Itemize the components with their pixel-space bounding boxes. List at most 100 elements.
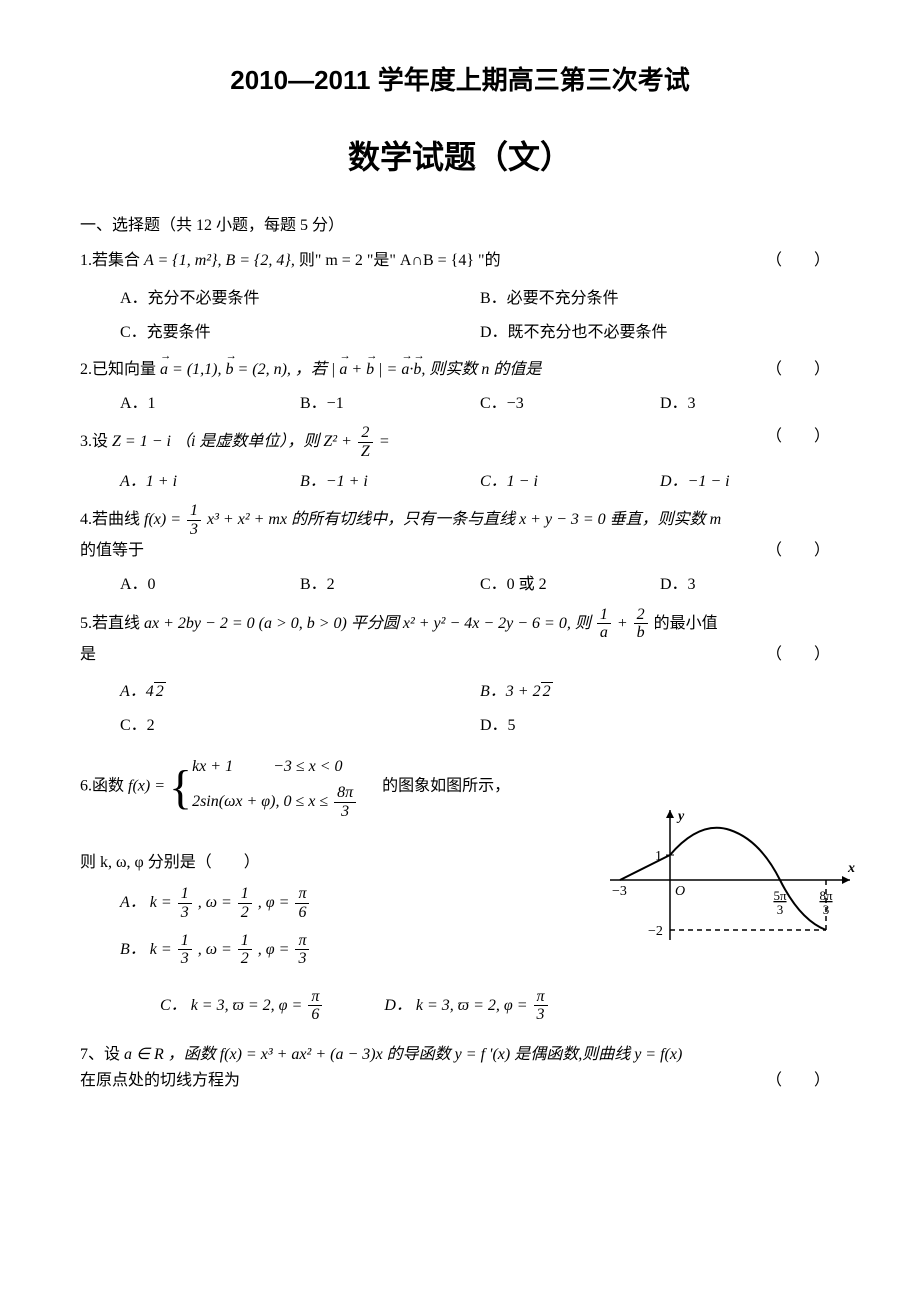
q5-optC: C．2 [120,713,480,739]
x-tick-neg3-label: −3 [612,884,627,899]
page-title-sub: 数学试题（文） [80,132,840,183]
q3-optB: B．−1 + i [300,469,480,495]
y-tick-neg2-label: −2 [648,924,663,939]
q2-options: A．1 B．−1 C．−3 D．3 [120,391,840,417]
question-3: 3.设 Z = 1 − i （i 是虚数单位），则 Z² + 2 Z = （ ） [80,424,840,460]
q1-options: A．充分不必要条件 B．必要不充分条件 C．充要条件 D．既不充分也不必要条件 [120,282,840,349]
q3-body2: = [379,433,390,450]
q6-graph: y x 1 −2 −3 O 5π 3 8π 3 [600,800,860,950]
q2-optA: A．1 [120,391,300,417]
q5-body3: 是 [80,646,96,663]
q6-optC-body: k = 3, ϖ = 2, φ = [191,997,307,1014]
q4-optA: A．0 [120,572,300,598]
q6-optB-pre: B． [120,940,146,957]
q6-line1b: −3 ≤ x < 0 [273,758,342,775]
q6-then: 则 k, ω, φ 分别是（ ） [80,854,260,871]
line-segment [620,855,670,880]
q5-frac2: 2 b [634,606,648,642]
q5-frac2-num: 2 [634,606,648,625]
q6-optC-pre: C． [160,997,187,1014]
q5-paren: （ ） [766,642,830,668]
q1-body1: A = {1, m²}, B = {2, 4}, [144,252,299,269]
f-den: 2 [238,904,252,922]
q1-paren: （ ） [766,248,830,274]
q3-frac-den: Z [358,443,373,461]
q3-frac-num: 2 [358,424,373,443]
q5-frac1: 1 a [597,606,611,642]
q5-options: A．42 B．3 + 22 C．2 D．5 [120,675,840,742]
q6-optA-p: , φ = [258,894,294,911]
question-4: 4.若曲线 f(x) = 1 3 x³ + x² + mx 的所有切线中，只有一… [80,502,840,564]
y-arrow [666,810,674,818]
f-den: 6 [308,1006,322,1024]
f-num: 1 [178,885,192,904]
q4-frac-num: 1 [187,502,201,521]
q5-body1: ax + 2by − 2 = 0 (a > 0, b > 0) 平分圆 x² +… [144,614,595,631]
q7-paren: （ ） [766,1068,830,1094]
q6-line1a: kx + 1 [192,758,233,775]
q4-frac: 1 3 [187,502,201,538]
section-header: 一、选择题（共 12 小题，每题 5 分） [80,213,840,239]
q4-body1: x³ + x² + mx 的所有切线中，只有一条与直线 x + y − 3 = … [207,511,721,528]
q1-optD: D．既不充分也不必要条件 [480,320,840,346]
x-tick-5pi3: 5π 3 [773,888,787,917]
q1-prefix: 1.若集合 [80,252,144,269]
q6-optB-w: , ω = [198,940,236,957]
x-5pi3-den: 3 [777,902,784,917]
q1-optC: C．充要条件 [120,320,480,346]
q6-suffix: 的图象如图所示， [382,778,510,795]
q6-line2-frac: 8π 3 [334,784,356,820]
q4-fx: f(x) = [144,511,185,528]
q5-plus: + [617,614,632,631]
sine-curve [670,828,826,930]
q3-body1: Z = 1 − i （i 是虚数单位），则 Z² + [112,433,356,450]
f-num: π [295,932,309,951]
x-arrow [842,876,850,884]
q7-body2: 在原点处的切线方程为 [80,1072,240,1089]
q2-body: a = (1,1), b = (2, n), ，若 | a + b | = a·… [160,361,541,378]
q5-optD: D．5 [480,713,840,739]
f-den: 3 [534,1006,548,1024]
page-title-main: 2010—2011 学年度上期高三第三次考试 [80,60,840,102]
q2-optD: D．3 [660,391,840,417]
f-num: π [295,885,309,904]
q6-optB-k: k = [150,940,176,957]
f-num: 1 [238,932,252,951]
q5-prefix: 5.若直线 [80,614,144,631]
q4-options: A．0 B．2 C．0 或 2 D．3 [120,572,840,598]
q4-frac-den: 3 [187,521,201,539]
x-label: x [847,861,855,876]
q1-body2: 则" m = 2 "是" A∩B = {4} "的 [299,252,501,269]
question-6: 6.函数 f(x) = { kx + 1 −3 ≤ x < 0 2sin(ωx … [80,750,840,875]
q5-optA: A．42 [120,679,480,705]
q6-optA-pre: A． [120,894,146,911]
q4-optB: B．2 [300,572,480,598]
q4-prefix: 4.若曲线 [80,511,144,528]
q3-frac: 2 Z [358,424,373,460]
q3-prefix: 3.设 [80,433,112,450]
q6-brace: { kx + 1 −3 ≤ x < 0 2sin(ωx + φ), 0 ≤ x … [169,750,358,824]
question-2: 2.已知向量 a = (1,1), b = (2, n), ，若 | a + b… [80,357,840,383]
q4-optC: C．0 或 2 [480,572,660,598]
q6-optB-p: , φ = [258,940,294,957]
f-num: π [308,988,322,1007]
f-den: 6 [295,904,309,922]
q1-optA: A．充分不必要条件 [120,286,480,312]
q4-paren: （ ） [766,538,830,564]
q3-options: A．1 + i B．−1 + i C．1 − i D．−1 − i [120,469,840,495]
f-den: 3 [178,904,192,922]
q2-prefix: 2.已知向量 [80,361,160,378]
f-num: 1 [178,932,192,951]
q6-optD: D． k = 3, ϖ = 2, φ = π3 [384,988,549,1024]
f-num: π [534,988,548,1007]
f-den: 3 [178,950,192,968]
q6-l2-num: 8π [334,784,356,803]
q2-paren: （ ） [766,357,830,383]
q4-body2: 的值等于 [80,542,144,559]
q6-fx: f(x) = [128,778,169,795]
question-5: 5.若直线 ax + 2by − 2 = 0 (a > 0, b > 0) 平分… [80,606,840,668]
q5-optB: B．3 + 22 [480,679,840,705]
q3-optD: D．−1 − i [660,469,840,495]
question-1: 1.若集合 A = {1, m²}, B = {2, 4}, 则" m = 2 … [80,248,840,274]
q5-frac1-den: a [597,624,611,642]
